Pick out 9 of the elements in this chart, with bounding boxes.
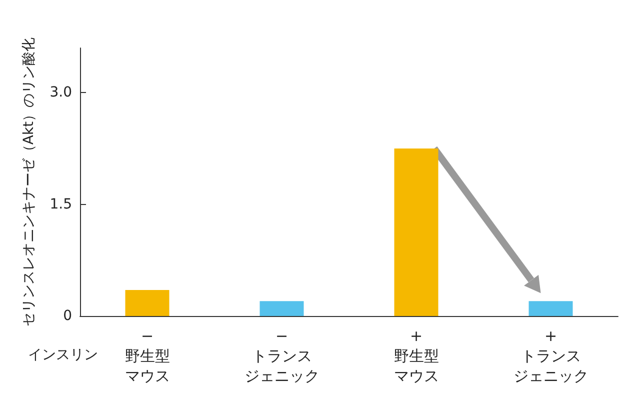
x-tick-label: − トランスジェニック [244,327,320,385]
y-tick-label: 0 [63,308,72,324]
y-tick-label: 1.5 [50,196,72,212]
x-tick-label: + トランスジェニック [513,327,588,385]
y-tick-label: 3.0 [50,84,72,101]
x-tick-label: − 野生型マウス [124,327,170,385]
text: インスリン [28,347,98,363]
y-axis-title: セリンスレオニンキナーゼ（Akt）のリン酸化 [21,37,37,327]
x-tick-label: + 野生型マウス [394,327,439,385]
